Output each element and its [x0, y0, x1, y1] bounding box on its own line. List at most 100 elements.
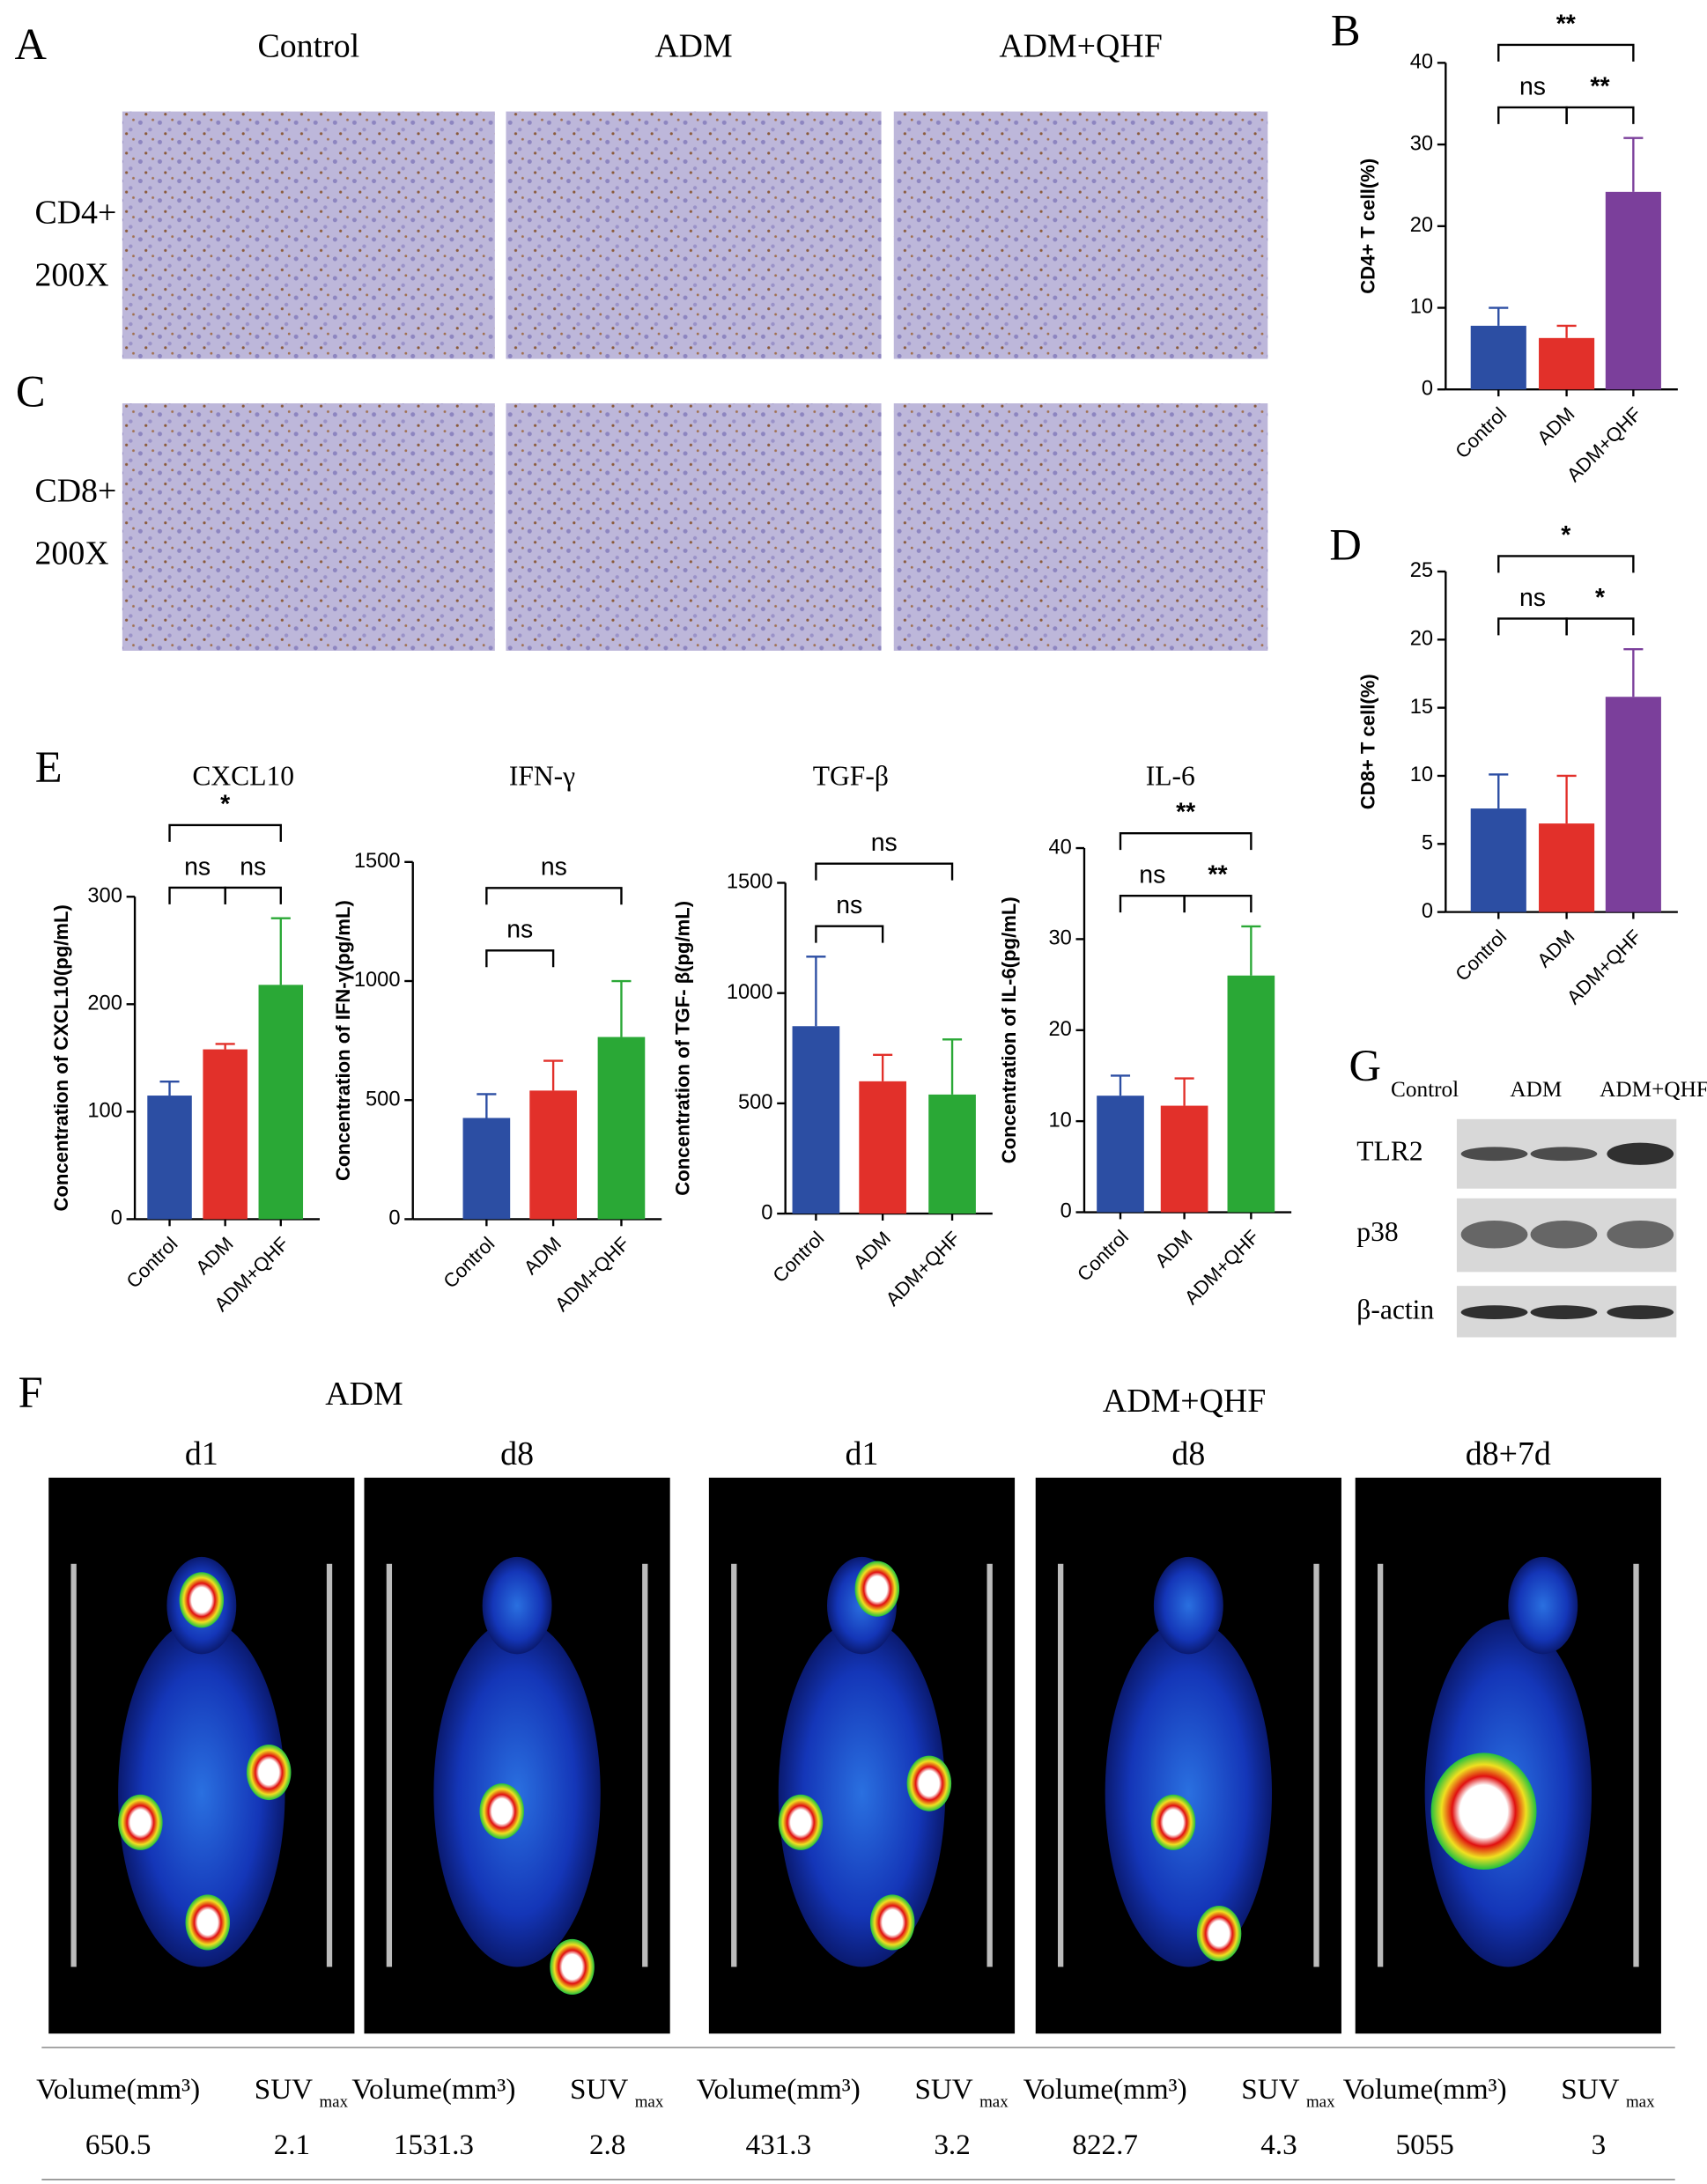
significance-label: *	[1561, 521, 1571, 550]
significance-label: ns	[1139, 861, 1165, 889]
scale-bar	[1377, 1563, 1384, 1967]
bar	[147, 1096, 192, 1220]
table-header: Volume(mm³)	[1343, 2073, 1507, 2106]
pet-uptake	[906, 1755, 952, 1811]
significance-bracket	[1497, 617, 1568, 636]
panel-label: D	[1329, 520, 1361, 569]
chart-title: IL-6	[1146, 760, 1195, 791]
volume-value: 650.5	[85, 2129, 151, 2161]
micrograph	[506, 403, 882, 651]
row-label: CD4+	[34, 195, 116, 232]
significance-bracket	[1497, 43, 1635, 62]
x-tick-label: Control	[1451, 926, 1511, 985]
y-axis-label: Concentration of IFN-γ(pg/mL)	[332, 900, 354, 1181]
x-tick-label: ADM+QHF	[882, 1227, 964, 1310]
table-header: Volume(mm³)	[1023, 2073, 1187, 2106]
row-label: 200X	[34, 535, 108, 572]
bar	[1539, 337, 1595, 390]
y-tick-label: 200	[87, 992, 122, 1015]
y-tick-label: 300	[87, 885, 122, 908]
x-tick-label: ADM	[1533, 926, 1578, 971]
y-tick-label: 20	[1410, 214, 1433, 237]
y-tick-label: 1500	[727, 871, 773, 894]
scale-bar	[642, 1563, 648, 1967]
pet-body	[118, 1619, 285, 1967]
y-axis-label: Concentration of IL-6(pg/mL)	[998, 896, 1020, 1163]
band	[1460, 1305, 1528, 1320]
significance-bracket	[815, 862, 954, 881]
group-label: ADM+QHF	[1103, 1383, 1266, 1420]
volume-value: 431.3	[746, 2129, 812, 2161]
significance-label: ns	[506, 916, 533, 944]
table-header-subscript: max	[1306, 2092, 1335, 2111]
significance-label: **	[1176, 799, 1196, 827]
table-header: Volume(mm³)	[36, 2073, 200, 2106]
bar	[928, 1094, 976, 1214]
significance-bracket	[1119, 832, 1253, 851]
x-tick-label: ADM	[520, 1233, 565, 1279]
scale-bar	[731, 1563, 737, 1967]
significance-label: ns	[184, 852, 211, 881]
y-tick-label: 500	[366, 1088, 400, 1110]
group-label: ADM	[325, 1376, 403, 1413]
scale-bar	[987, 1563, 993, 1967]
x-tick-label: ADM	[191, 1233, 237, 1279]
band	[1530, 1305, 1598, 1320]
pet-uptake	[246, 1744, 292, 1801]
y-tick-label: 20	[1410, 628, 1433, 651]
pet-uptake	[179, 1572, 225, 1628]
pet-uptake	[185, 1894, 231, 1951]
significance-label: ns	[836, 891, 862, 919]
pet-uptake	[778, 1794, 824, 1850]
column-label: Control	[258, 27, 360, 64]
x-tick-label: Control	[122, 1233, 182, 1293]
suv-value: 4.3	[1260, 2129, 1297, 2161]
significance-bracket	[224, 886, 282, 904]
significance-label: ns	[541, 853, 567, 882]
y-tick-label: 40	[1410, 51, 1433, 74]
bar	[529, 1090, 577, 1220]
table-header-subscript: max	[1626, 2092, 1655, 2111]
scale-bar	[1313, 1563, 1319, 1967]
significance-bracket	[168, 823, 282, 842]
significance-label: ns	[240, 852, 266, 881]
y-tick-label: 10	[1410, 764, 1433, 786]
row-label: CD8+	[34, 472, 116, 509]
scale-bar	[1633, 1563, 1639, 1967]
y-tick-label: 30	[1048, 927, 1071, 950]
significance-bracket	[1497, 106, 1568, 124]
bar	[1539, 823, 1595, 912]
chart-title: CXCL10	[192, 760, 294, 791]
band	[1607, 1305, 1674, 1320]
y-tick-label: 20	[1048, 1018, 1071, 1041]
bar	[1227, 975, 1275, 1213]
bar	[859, 1081, 906, 1214]
pet-uptake	[479, 1783, 524, 1840]
micrograph	[122, 111, 495, 359]
y-tick-label: 30	[1410, 132, 1433, 155]
scale-bar	[326, 1563, 333, 1967]
table-header: Volume(mm³)	[351, 2073, 515, 2106]
pet-uptake	[854, 1561, 900, 1617]
pet-uptake	[550, 1938, 595, 1996]
significance-label: *	[1595, 584, 1606, 612]
pet-uptake	[1196, 1906, 1242, 1962]
significance-label: ns	[1519, 72, 1546, 100]
table-header-subscript: max	[319, 2092, 348, 2111]
timepoint-label: d8	[1171, 1435, 1205, 1472]
significance-bracket	[1119, 895, 1186, 913]
y-tick-label: 500	[738, 1091, 772, 1114]
y-tick-label: 0	[1422, 377, 1433, 400]
significance-label: *	[220, 790, 231, 818]
y-tick-label: 10	[1048, 1109, 1071, 1132]
bar	[1160, 1105, 1208, 1213]
protein-label: β-actin	[1356, 1294, 1434, 1324]
y-tick-label: 1000	[354, 969, 401, 992]
panel-label: B	[1331, 5, 1361, 55]
pet-uptake	[118, 1794, 163, 1850]
row-label: 200X	[34, 257, 108, 294]
suv-value: 3	[1592, 2129, 1607, 2161]
bar	[1097, 1096, 1144, 1213]
y-tick-label: 0	[388, 1207, 400, 1230]
